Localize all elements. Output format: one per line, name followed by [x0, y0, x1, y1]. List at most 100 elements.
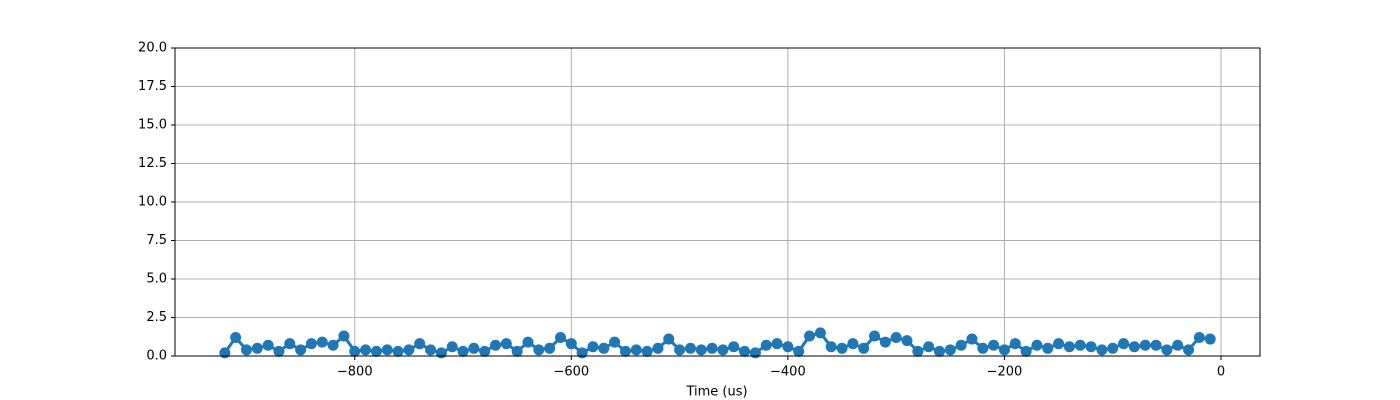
data-point: [500, 338, 512, 350]
data-point: [511, 345, 523, 357]
data-point: [728, 341, 740, 353]
data-point: [284, 338, 296, 350]
data-point: [1063, 341, 1075, 353]
data-point: [1193, 332, 1205, 344]
data-point: [219, 347, 231, 359]
data-point: [858, 342, 870, 354]
data-point: [706, 342, 718, 354]
data-point: [446, 341, 458, 353]
data-point: [793, 345, 805, 357]
data-point: [1150, 339, 1162, 351]
data-point: [457, 345, 469, 357]
data-point: [630, 344, 642, 356]
data-point: [1074, 339, 1086, 351]
data-point: [1009, 338, 1021, 350]
x-tick-label: −200: [987, 365, 1023, 380]
data-point: [847, 338, 859, 350]
data-point: [1031, 339, 1043, 351]
data-point: [1204, 333, 1216, 345]
data-point: [414, 338, 426, 350]
y-tick-label: 12.5: [138, 156, 167, 171]
data-point: [988, 339, 1000, 351]
data-point: [977, 342, 989, 354]
data-point: [760, 339, 772, 351]
data-point: [695, 344, 707, 356]
data-point: [370, 345, 382, 357]
data-point: [360, 344, 372, 356]
data-point: [641, 345, 653, 357]
data-layer: [219, 327, 1216, 359]
y-tick-label: 2.5: [146, 310, 167, 325]
data-point: [392, 345, 404, 357]
data-point: [381, 344, 393, 356]
data-point: [1020, 345, 1032, 357]
data-point: [273, 345, 285, 357]
data-point: [230, 332, 242, 344]
data-point: [1139, 339, 1151, 351]
data-point: [251, 342, 263, 354]
data-point: [1085, 341, 1097, 353]
data-point: [998, 344, 1010, 356]
data-point: [1183, 344, 1195, 356]
data-point: [869, 330, 881, 342]
data-point: [327, 339, 339, 351]
y-tick-label: 17.5: [138, 79, 167, 94]
data-point: [262, 339, 274, 351]
data-point: [923, 341, 935, 353]
y-tick-label: 5.0: [146, 272, 167, 287]
data-point: [598, 342, 610, 354]
data-point: [749, 347, 761, 359]
data-point: [435, 347, 447, 359]
data-point: [587, 341, 599, 353]
data-point: [684, 342, 696, 354]
y-tick-label: 20.0: [138, 41, 167, 56]
x-tick-label: −800: [337, 365, 373, 380]
data-point: [652, 342, 664, 354]
data-point: [836, 342, 848, 354]
data-point: [1118, 338, 1130, 350]
data-point: [316, 336, 328, 348]
data-point: [240, 344, 252, 356]
data-point: [771, 338, 783, 350]
y-tick-label: 7.5: [146, 233, 167, 248]
data-point: [609, 336, 621, 348]
data-point: [944, 344, 956, 356]
data-point: [663, 333, 675, 345]
data-point: [544, 342, 556, 354]
grid-layer: [175, 47, 1260, 357]
data-point: [1042, 342, 1054, 354]
data-point: [933, 345, 945, 357]
data-point: [1128, 341, 1140, 353]
x-tick-label: −600: [553, 365, 589, 380]
data-point: [305, 338, 317, 350]
data-point: [1107, 342, 1119, 354]
data-point: [717, 344, 729, 356]
data-point: [295, 344, 307, 356]
data-point: [425, 344, 437, 356]
data-point: [468, 342, 480, 354]
data-point: [349, 345, 361, 357]
y-tick-label: 15.0: [138, 118, 167, 133]
x-axis-label: Time (us): [685, 385, 747, 400]
data-point: [825, 341, 837, 353]
data-point: [1161, 344, 1173, 356]
data-point: [1053, 338, 1065, 350]
x-tick-label: −400: [770, 365, 806, 380]
data-point: [1172, 339, 1184, 351]
data-point: [955, 339, 967, 351]
data-point: [565, 338, 577, 350]
data-point: [1096, 344, 1108, 356]
data-point: [966, 333, 978, 345]
data-point: [479, 345, 491, 357]
data-point: [879, 336, 891, 348]
data-point: [554, 332, 566, 344]
data-point: [533, 344, 545, 356]
data-point: [814, 327, 826, 339]
data-point: [619, 345, 631, 357]
data-point: [674, 344, 686, 356]
x-tick-label: 0: [1217, 365, 1225, 380]
data-point: [739, 345, 751, 357]
data-point: [403, 344, 415, 356]
